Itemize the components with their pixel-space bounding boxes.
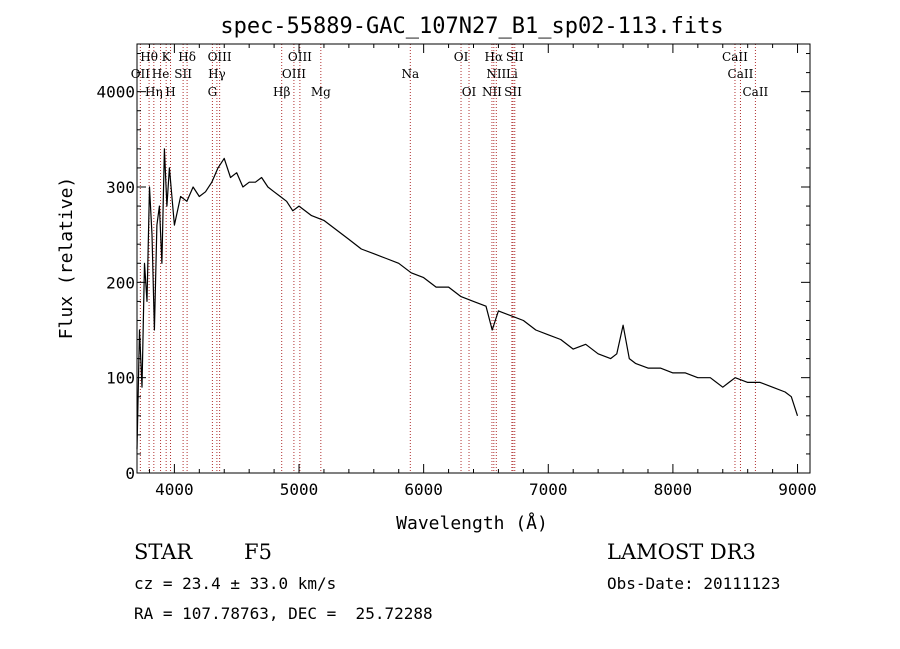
y-tick-label: 4000: [96, 83, 135, 102]
line-label: CaII: [722, 50, 748, 64]
x-tick-label: 5000: [280, 480, 319, 499]
series-layer: [136, 148, 799, 450]
line-label: OIII: [208, 50, 232, 64]
x-tick-label: 4000: [155, 480, 194, 499]
line-label: Na: [401, 67, 419, 81]
line-label: Hβ: [273, 85, 290, 99]
y-axis-label: Flux (relative): [56, 177, 77, 340]
line-label: SII: [506, 50, 524, 64]
x-tick-label: 7000: [529, 480, 568, 499]
chart-title: spec-55889-GAC_107N27_B1_sp02-113.fits: [220, 14, 723, 39]
x-axis: 4000 5000 6000 7000 8000 9000: [148, 44, 817, 499]
x-axis-label: Wavelength (Å): [396, 512, 548, 534]
line-label: Li: [506, 67, 518, 81]
x-tick-label: 9000: [778, 480, 817, 499]
obs-date: Obs-Date: 20111123: [607, 574, 781, 593]
line-label: SII: [174, 67, 192, 81]
object-class: STAR: [134, 540, 193, 564]
line-markers: [139, 44, 756, 473]
object-subclass: F5: [244, 540, 272, 564]
line-label: Mg: [311, 85, 331, 99]
survey-name: LAMOST DR3: [607, 540, 756, 564]
series-line: [136, 148, 799, 450]
line-label: H: [165, 85, 175, 99]
x-tick-label: 8000: [654, 480, 693, 499]
y-tick-label: 0: [125, 464, 135, 483]
plot-frame: [136, 43, 811, 474]
line-label: Hγ: [208, 67, 226, 81]
line-label: CaII: [742, 85, 768, 99]
line-label: K: [162, 50, 172, 64]
line-label: OI: [462, 85, 477, 99]
y-axis: 0 100 200 300 4000: [96, 53, 810, 483]
line-label: OII: [131, 67, 151, 81]
coordinates: RA = 107.78763, DEC = 25.72288: [134, 604, 433, 623]
line-label: He: [152, 67, 170, 81]
line-label: Hδ: [178, 50, 196, 64]
y-tick-label: 200: [106, 273, 135, 292]
line-label: CaII: [728, 67, 754, 81]
line-label: Hθ: [140, 50, 158, 64]
line-label: G: [208, 85, 218, 99]
line-label: NII: [482, 85, 502, 99]
line-label: Hη: [145, 85, 163, 99]
line-label: OIII: [282, 67, 306, 81]
line-label: OI: [454, 50, 469, 64]
y-tick-label: 100: [106, 369, 135, 388]
line-label: OIII: [288, 50, 312, 64]
line-label: NII: [486, 67, 506, 81]
line-label: Hα: [485, 50, 504, 64]
y-tick-label: 300: [106, 178, 135, 197]
line-label: SII: [504, 85, 522, 99]
x-tick-label: 6000: [404, 480, 443, 499]
redshift-text: cz = 23.4 ± 33.0 km/s: [134, 574, 337, 593]
